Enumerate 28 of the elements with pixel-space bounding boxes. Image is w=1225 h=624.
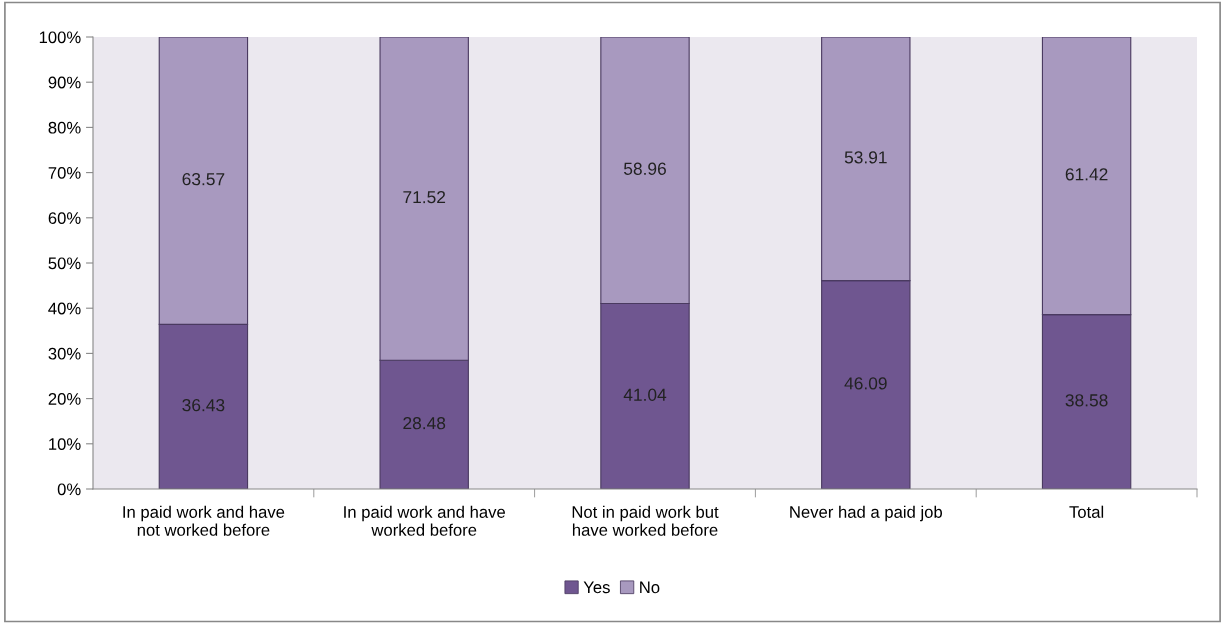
y-tick-label: 50% xyxy=(48,257,81,270)
data-label: 63.57 xyxy=(182,173,225,186)
x-tick-label: In paid work and have worked before xyxy=(344,505,505,536)
y-tick-label: 80% xyxy=(48,121,81,134)
data-label: 38.58 xyxy=(1065,394,1108,407)
y-tick-label: 0% xyxy=(57,483,81,496)
legend-label: Yes xyxy=(583,581,610,594)
y-tick-label: 70% xyxy=(48,167,81,179)
y-tick-label: 90% xyxy=(48,76,81,89)
y-tick-label: 20% xyxy=(48,393,81,405)
data-label: 58.96 xyxy=(623,162,666,175)
x-tick-label: Total xyxy=(1069,505,1104,518)
data-label: 41.04 xyxy=(623,388,667,401)
data-label: 71.52 xyxy=(403,191,446,204)
y-tick-label: 100% xyxy=(39,31,81,44)
data-label: 61.42 xyxy=(1065,168,1108,181)
x-tick-label: Never had a paid job xyxy=(790,505,943,522)
x-tick-label: In paid work and have not worked before xyxy=(123,505,285,536)
y-tick-label: 10% xyxy=(49,438,81,450)
y-tick-label: 40% xyxy=(48,302,81,315)
legend-label: No xyxy=(640,581,660,594)
data-label: 46.09 xyxy=(844,377,887,390)
x-tick-label: Not in paid work but have worked before xyxy=(572,505,719,536)
data-label: 36.43 xyxy=(182,399,225,412)
y-tick-label: 30% xyxy=(48,347,81,360)
data-label: 53.91 xyxy=(844,151,887,164)
data-label: 28.48 xyxy=(403,417,446,430)
y-tick-label: 60% xyxy=(48,212,81,224)
